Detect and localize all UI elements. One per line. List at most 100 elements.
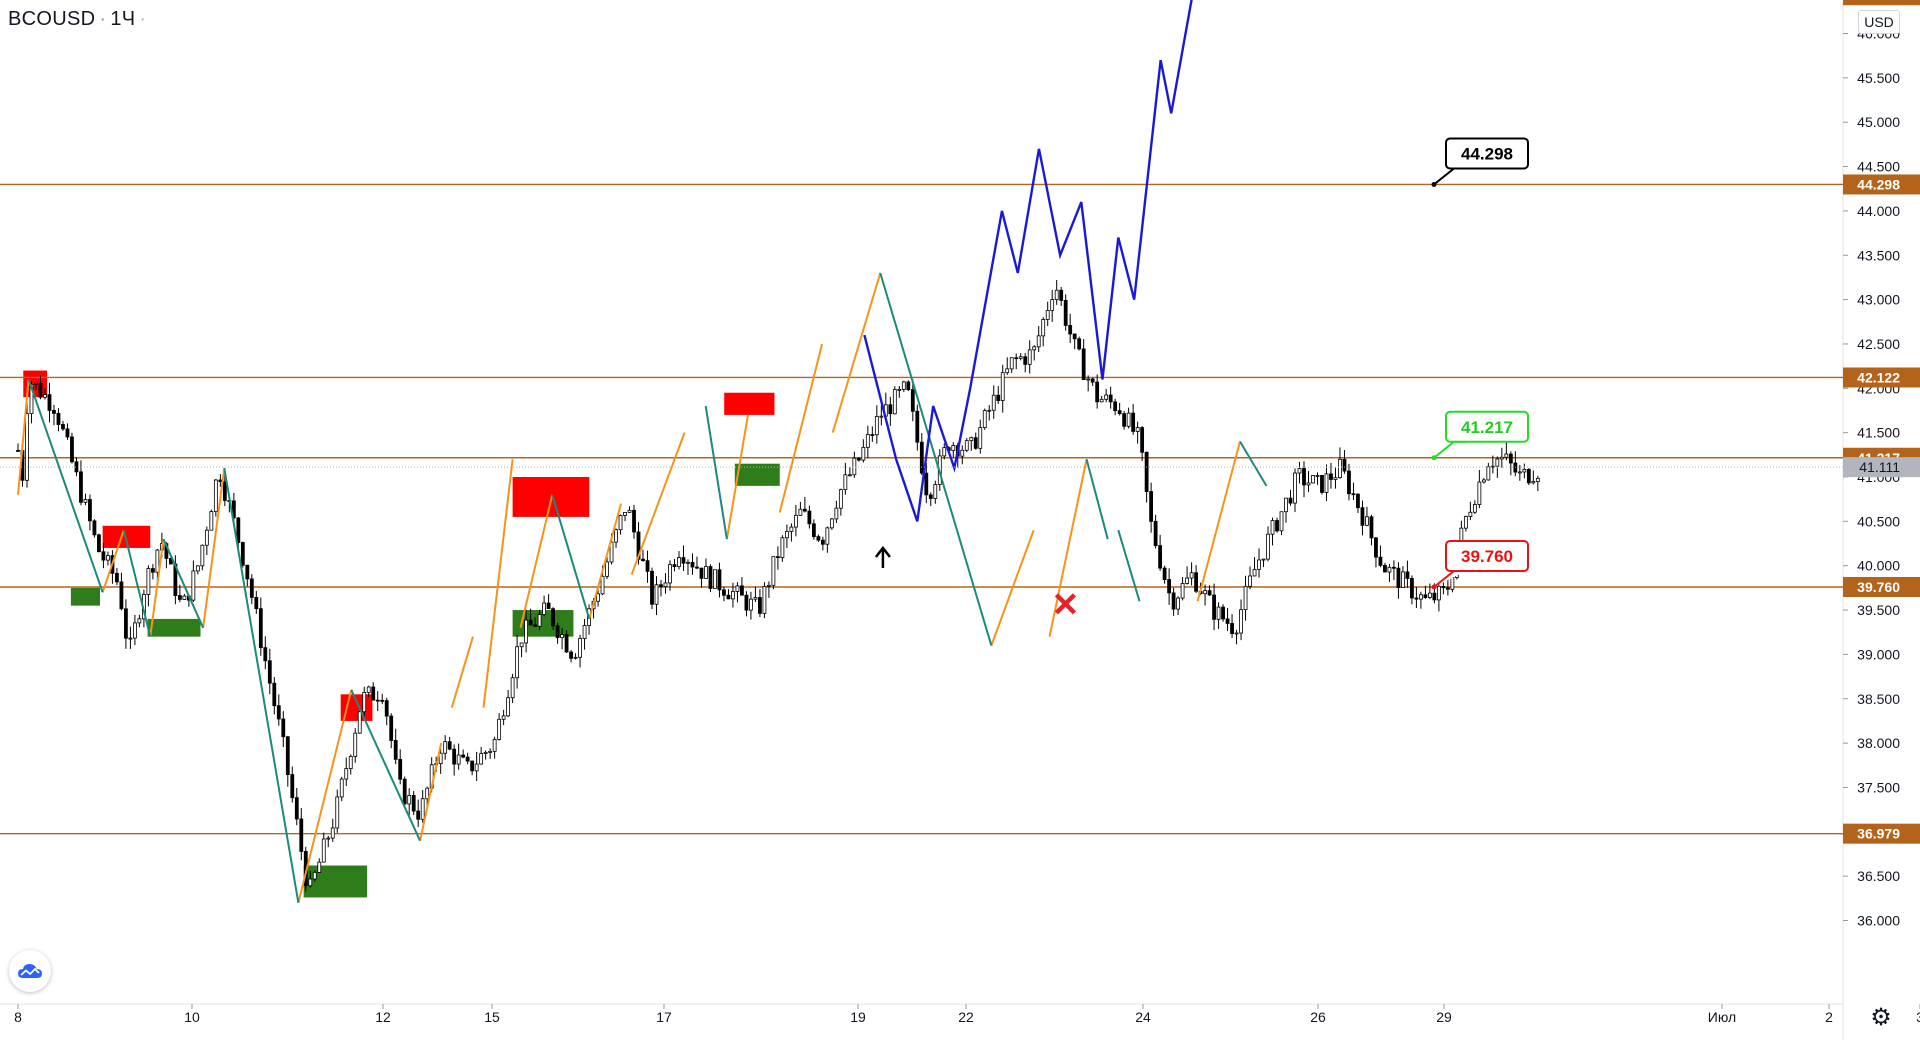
candle-body: [209, 511, 214, 531]
gear-icon[interactable]: ⚙: [1870, 1004, 1892, 1031]
candle-body: [820, 539, 825, 545]
candle-body: [982, 410, 987, 428]
candle-body: [420, 798, 425, 820]
candle-body: [1531, 481, 1536, 484]
candle-body: [1234, 632, 1239, 635]
candle-body: [1401, 571, 1405, 588]
interval-label: 1Ч: [110, 8, 136, 30]
candle-body: [182, 595, 187, 600]
zigzag-down-segment: [551, 494, 591, 620]
candle-body: [933, 484, 938, 499]
candle-body: [690, 561, 695, 568]
callout-box: [1445, 539, 1529, 572]
candle-body: [713, 569, 717, 589]
candle-body: [294, 797, 299, 820]
currency-button[interactable]: USD: [1858, 10, 1900, 34]
zigzag-up-segment: [588, 503, 623, 620]
candle-body: [1311, 475, 1315, 484]
candle-body: [1486, 466, 1491, 481]
candle-body: [411, 795, 416, 812]
candle-body: [582, 625, 587, 639]
candle-body: [555, 625, 560, 639]
candle-body: [672, 564, 677, 567]
candle-body: [83, 499, 88, 503]
symbol-name: BCOUSD: [8, 8, 96, 30]
candle-body: [1257, 559, 1261, 570]
candle-body: [897, 389, 902, 391]
candle-body: [124, 608, 128, 639]
candle-body: [56, 412, 61, 425]
callout-box: [1445, 410, 1529, 443]
candle-body: [402, 778, 407, 805]
callout-label: 44.298: [1461, 144, 1513, 163]
candle-body: [1369, 516, 1374, 539]
candle-body: [1423, 594, 1428, 598]
candle-body: [245, 564, 250, 580]
candle-body: [204, 529, 209, 546]
level-label: 46.432: [1857, 0, 1900, 3]
candle-body: [249, 578, 254, 598]
candle-body: [276, 705, 281, 720]
candle-body: [573, 656, 578, 659]
candle-body: [798, 508, 803, 516]
level-label: 42.122: [1857, 369, 1900, 385]
zigzag-down-segment: [162, 538, 205, 629]
candle-body: [492, 739, 497, 752]
callout-label: 41.217: [1461, 418, 1513, 437]
candle-body: [393, 740, 398, 760]
candle-body: [1441, 585, 1446, 589]
candle-body: [767, 584, 771, 587]
candle-body: [1410, 578, 1414, 599]
zigzag-down-segment: [122, 529, 152, 637]
candle-body: [807, 510, 812, 525]
candle-body: [236, 517, 241, 543]
candle-body: [776, 556, 780, 559]
level-label: 39.760: [1857, 579, 1900, 595]
candle-body: [384, 700, 389, 717]
candle-body: [1396, 567, 1401, 588]
symbol-title[interactable]: BCOUSD · 1Ч ·: [8, 8, 146, 31]
level-label-bg: [1843, 576, 1920, 597]
candle-body: [272, 682, 277, 707]
callout-anchor: [1431, 584, 1437, 590]
tradingview-cloud-icon[interactable]: [9, 950, 51, 992]
candle-body: [811, 523, 816, 537]
level-label: 44.298: [1857, 176, 1900, 192]
candle-body: [497, 718, 502, 740]
candle-body: [1171, 592, 1176, 610]
candle-body: [1338, 458, 1342, 479]
candle-body: [528, 619, 533, 626]
candle-body: [357, 711, 362, 734]
candle-body: [222, 481, 227, 501]
time-tick-label: 17: [656, 1009, 672, 1025]
candle-body: [1050, 299, 1055, 311]
candle-body: [695, 566, 699, 569]
candle-body: [1356, 493, 1360, 509]
candle-body: [70, 436, 74, 463]
candle-body: [1297, 468, 1302, 474]
candle-body: [533, 624, 537, 627]
candle-body: [470, 760, 475, 772]
candle-body: [263, 647, 268, 662]
candle-body: [479, 753, 484, 765]
candle-body: [1149, 491, 1154, 522]
price-tick-label: 36.000: [1857, 913, 1900, 929]
candle-body: [137, 618, 142, 624]
candle-body: [681, 557, 686, 564]
candle-body: [362, 691, 367, 713]
candle-body: [740, 585, 744, 596]
candle-body: [825, 527, 830, 545]
candle-body: [843, 474, 848, 491]
candle-body: [996, 394, 1001, 401]
candle-body: [987, 409, 992, 412]
candles: [16, 279, 1540, 892]
current-price-bg: [1843, 457, 1920, 478]
candle-body: [546, 602, 551, 610]
candle-body: [326, 837, 331, 840]
demand-zone: [147, 618, 201, 637]
candle-body: [838, 489, 843, 509]
candle-body: [267, 660, 272, 684]
